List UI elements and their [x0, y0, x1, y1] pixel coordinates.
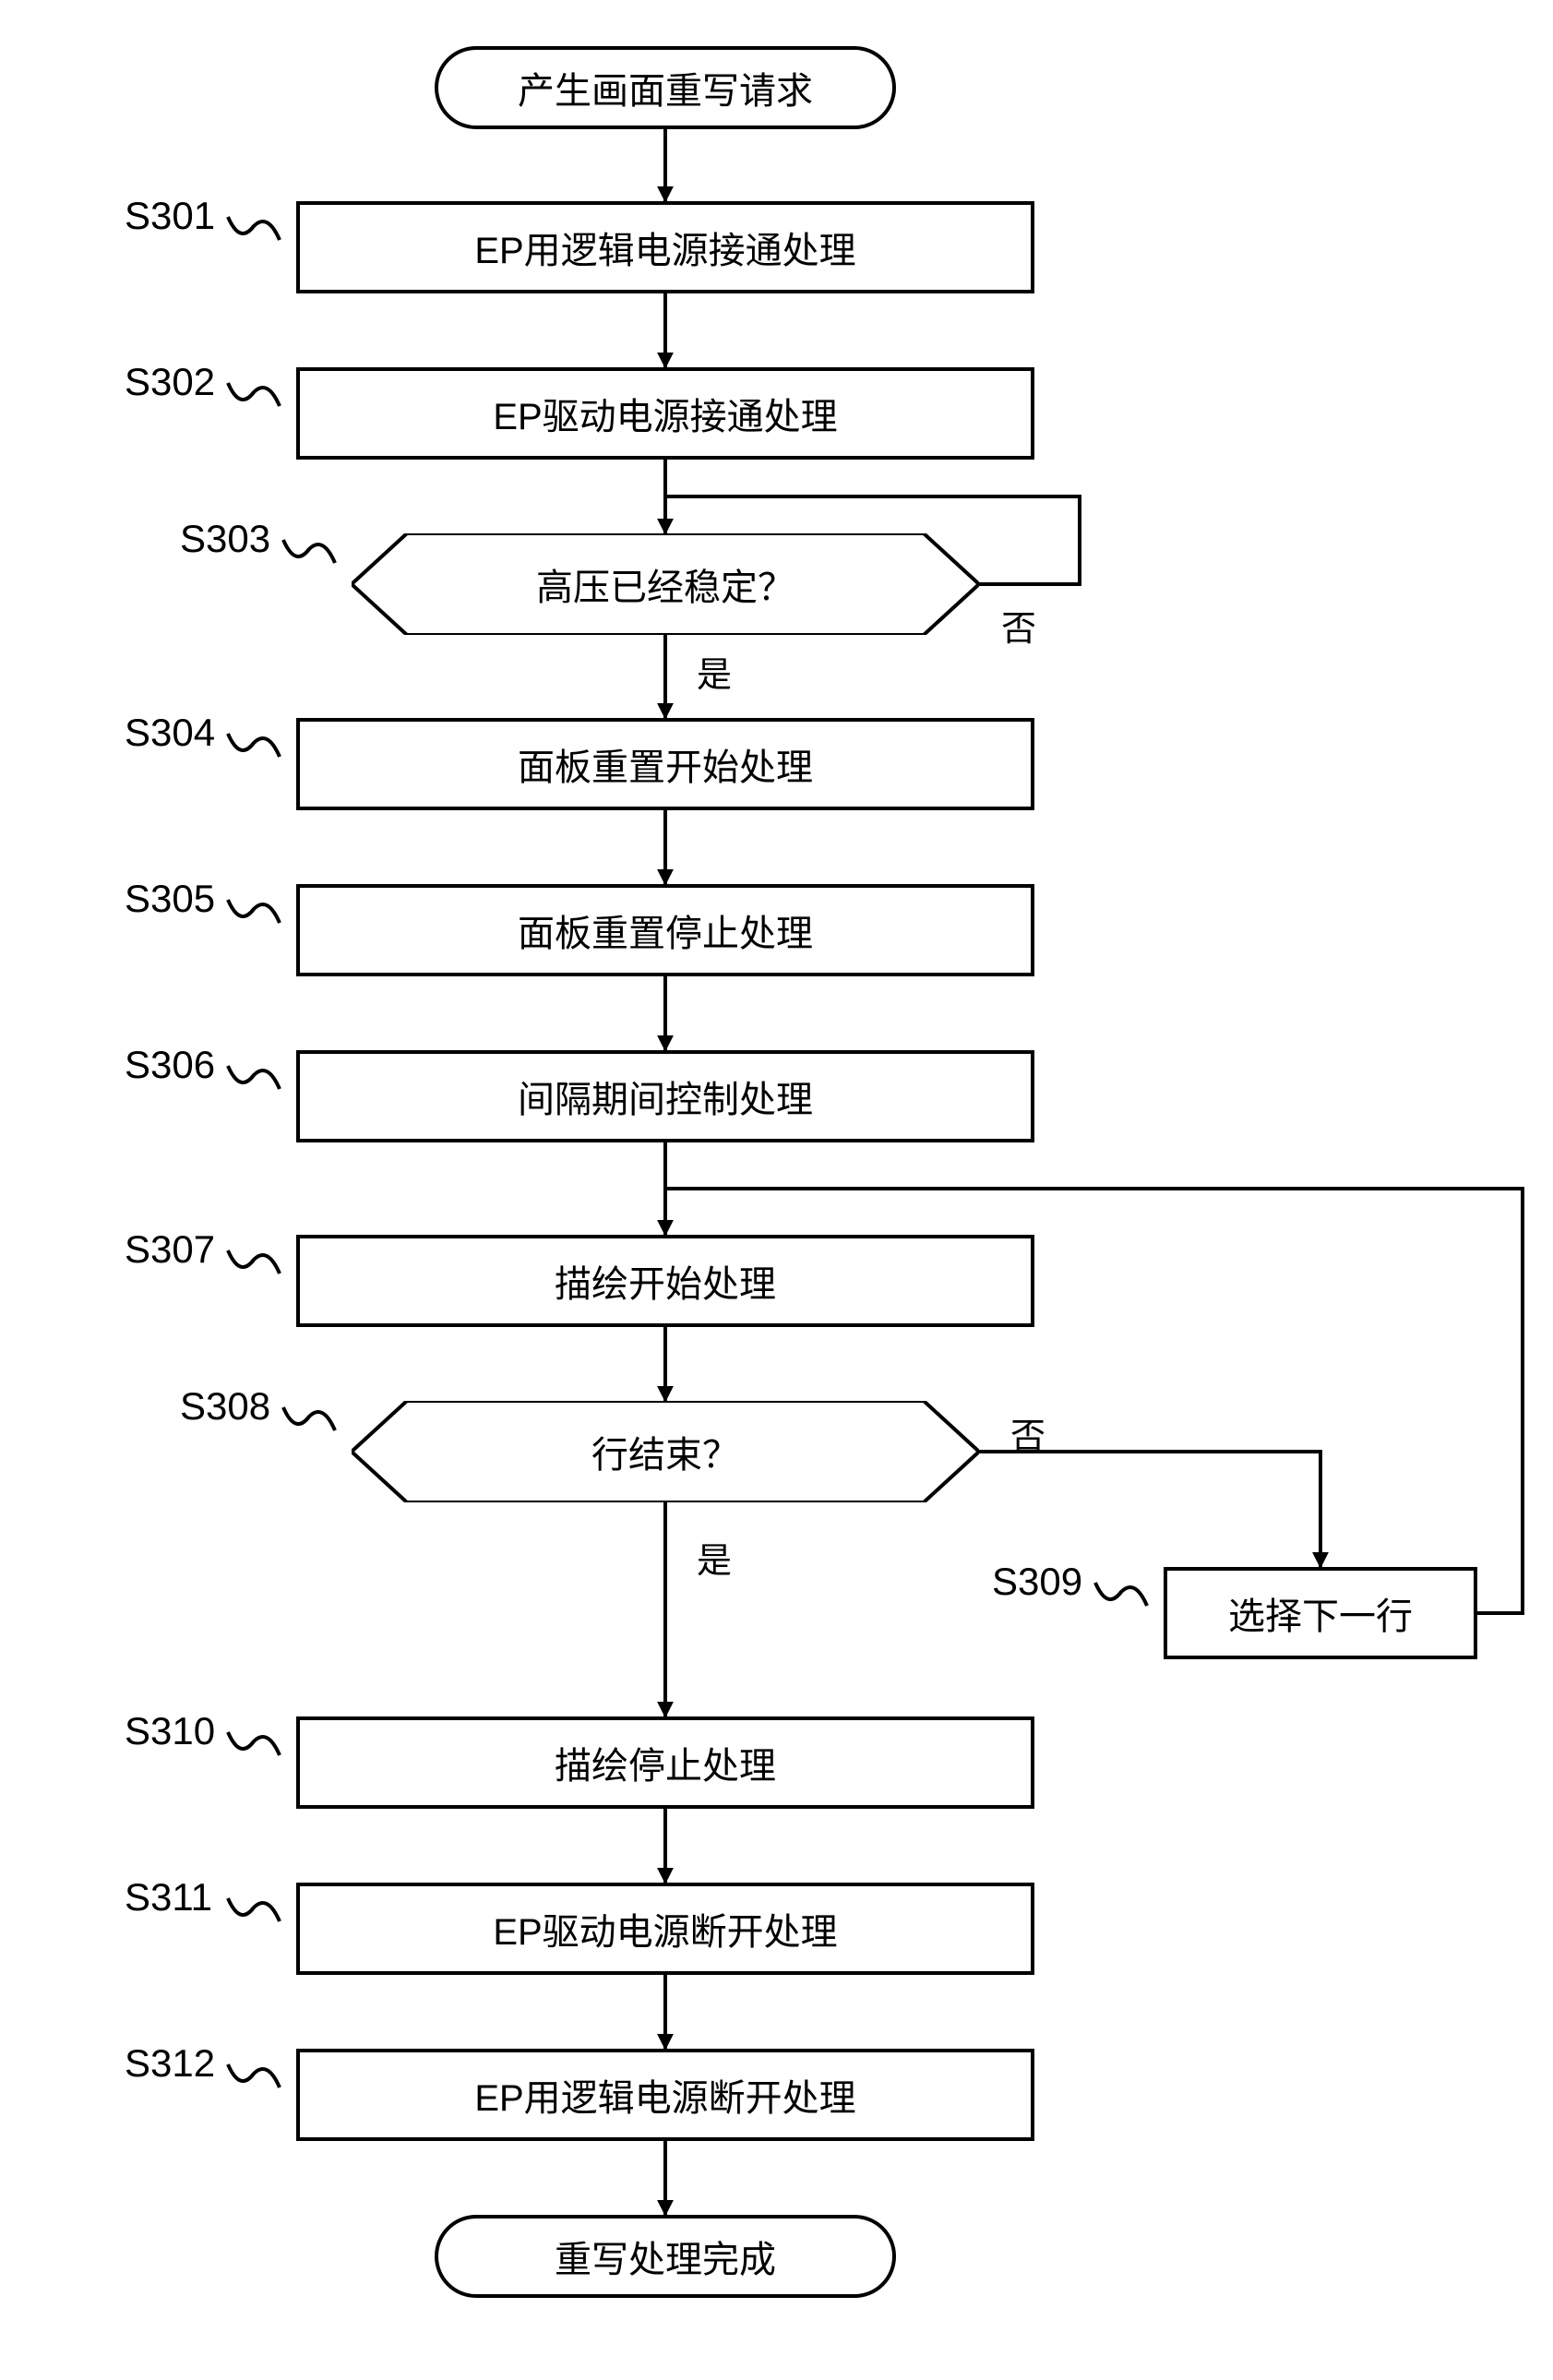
node-end-text: 重写处理完成	[555, 2230, 776, 2283]
label-s301-text: S301	[125, 194, 215, 237]
squiggle-s311	[226, 1894, 281, 1931]
squiggle-s305	[226, 895, 281, 932]
label-s304: S304	[125, 711, 215, 755]
label-s311-text: S311	[125, 1875, 212, 1919]
node-s305: 面板重置停止处理	[296, 884, 1034, 976]
edge-label-s303-no: 否	[1001, 600, 1036, 651]
node-s309: 选择下一行	[1164, 1567, 1477, 1659]
node-start: 产生画面重写请求	[435, 46, 896, 129]
node-s312-text: EP用逻辑电源断开处理	[474, 2068, 855, 2122]
squiggle-s304	[226, 729, 281, 766]
label-s308: S308	[180, 1384, 270, 1429]
squiggle-s312	[226, 2060, 281, 2097]
label-s303-text: S303	[180, 517, 270, 560]
label-s311: S311	[125, 1875, 212, 1920]
label-s304-text: S304	[125, 711, 215, 754]
node-s309-text: 选择下一行	[1228, 1586, 1413, 1640]
node-s306-text: 间隔期间控制处理	[518, 1070, 813, 1123]
node-s308-text: 行结束？	[591, 1425, 739, 1478]
edge-label-s308-yes: 是	[697, 1532, 732, 1583]
node-s304: 面板重置开始处理	[296, 718, 1034, 810]
node-s304-text: 面板重置开始处理	[518, 737, 813, 791]
squiggle-s307	[226, 1246, 281, 1283]
edge-label-s303-no-text: 否	[1001, 610, 1036, 649]
edge-label-s308-no-text: 否	[1010, 1417, 1045, 1456]
node-s302: EP驱动电源接通处理	[296, 367, 1034, 460]
label-s301: S301	[125, 194, 215, 238]
label-s303: S303	[180, 517, 270, 561]
node-s305-text: 面板重置停止处理	[518, 903, 813, 957]
node-s311: EP驱动电源断开处理	[296, 1883, 1034, 1975]
node-s307: 描绘开始处理	[296, 1235, 1034, 1327]
label-s306: S306	[125, 1043, 215, 1087]
node-s303-text: 高压已经稳定？	[536, 557, 794, 611]
node-s312: EP用逻辑电源断开处理	[296, 2049, 1034, 2141]
node-s301: EP用逻辑电源接通处理	[296, 201, 1034, 293]
label-s310: S310	[125, 1709, 215, 1753]
label-s310-text: S310	[125, 1709, 215, 1752]
squiggle-s303	[281, 535, 337, 572]
node-s310: 描绘停止处理	[296, 1716, 1034, 1809]
edges-layer	[0, 0, 1553, 2380]
node-start-text: 产生画面重写请求	[518, 61, 813, 114]
label-s305-text: S305	[125, 877, 215, 920]
label-s305: S305	[125, 877, 215, 921]
squiggle-s309	[1093, 1578, 1149, 1615]
label-s302-text: S302	[125, 360, 215, 403]
label-s309-text: S309	[992, 1560, 1082, 1603]
node-s302-text: EP驱动电源接通处理	[493, 387, 837, 440]
node-end: 重写处理完成	[435, 2215, 896, 2298]
node-s308: 行结束？	[352, 1401, 979, 1502]
node-s310-text: 描绘停止处理	[555, 1736, 776, 1789]
edge-label-s303-yes: 是	[697, 646, 732, 697]
label-s307: S307	[125, 1227, 215, 1272]
label-s306-text: S306	[125, 1043, 215, 1086]
squiggle-s310	[226, 1728, 281, 1764]
flowchart-canvas: 产生画面重写请求 重写处理完成 EP用逻辑电源接通处理 EP驱动电源接通处理 面…	[0, 0, 1553, 2380]
label-s302: S302	[125, 360, 215, 404]
node-s307-text: 描绘开始处理	[555, 1254, 776, 1308]
squiggle-s308	[281, 1403, 337, 1440]
node-s311-text: EP驱动电源断开处理	[493, 1902, 837, 1955]
edge-label-s308-yes-text: 是	[697, 1542, 732, 1581]
node-s303: 高压已经稳定？	[352, 533, 979, 635]
edge-label-s303-yes-text: 是	[697, 656, 732, 695]
edge-label-s308-no: 否	[1010, 1407, 1045, 1458]
squiggle-s306	[226, 1061, 281, 1098]
node-s301-text: EP用逻辑电源接通处理	[474, 221, 855, 274]
squiggle-s301	[226, 212, 281, 249]
node-s306: 间隔期间控制处理	[296, 1050, 1034, 1142]
label-s308-text: S308	[180, 1384, 270, 1428]
label-s312-text: S312	[125, 2041, 215, 2085]
label-s309: S309	[992, 1560, 1082, 1604]
squiggle-s302	[226, 378, 281, 415]
label-s312: S312	[125, 2041, 215, 2086]
label-s307-text: S307	[125, 1227, 215, 1271]
